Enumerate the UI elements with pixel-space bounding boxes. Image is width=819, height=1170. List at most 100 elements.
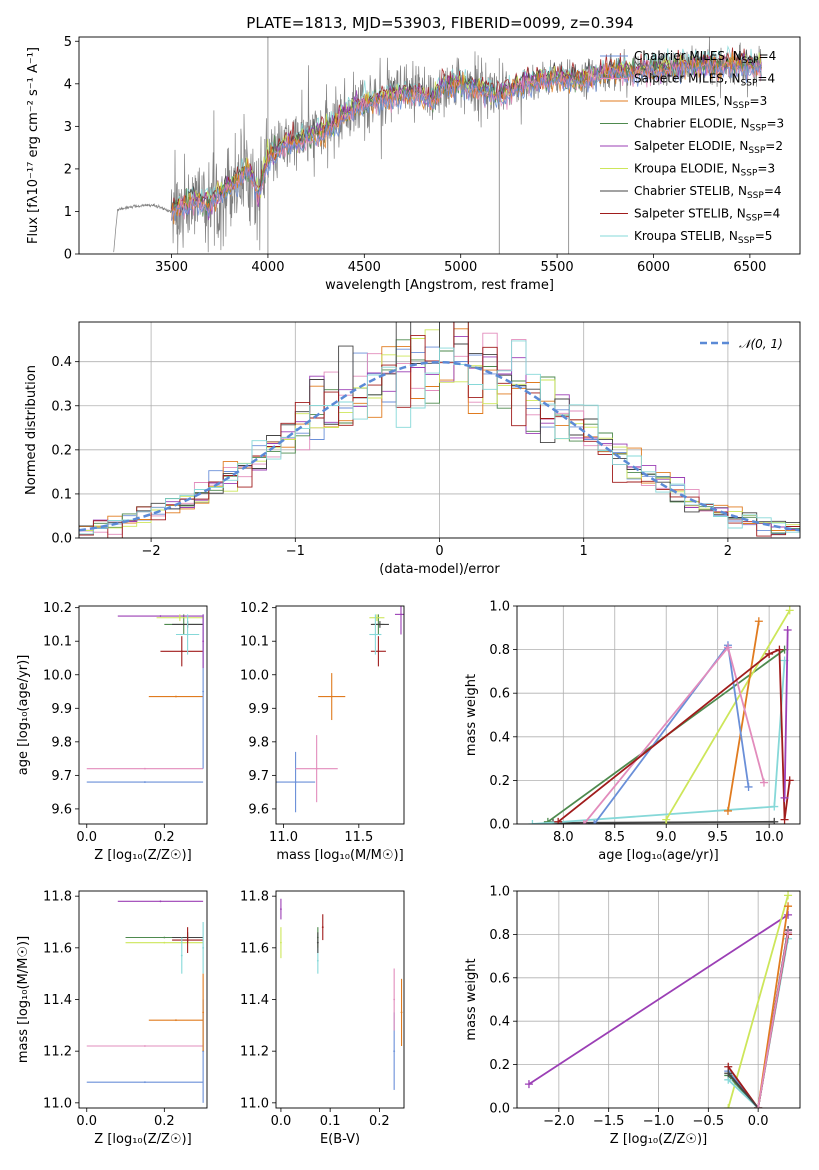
legend-model-name: Kroupa ELODIE, N [634, 162, 741, 176]
weight-marker [784, 891, 793, 900]
legend-nssp: =2 [765, 139, 783, 153]
legend-nssp: =3 [766, 117, 784, 131]
y-axis-label: Normed distribution [24, 365, 39, 495]
y-tick-label: 10.2 [43, 601, 72, 616]
axes-frame [78, 36, 801, 255]
axes-residuals: −2 −1 0 1 2 0.0 0.1 0.2 0.3 0.4 (data-model)/error… [24, 321, 801, 577]
x-tick-label: −1 [286, 544, 305, 559]
data-point [280, 941, 282, 944]
plot-area-mass-age [276, 606, 404, 813]
y-tick-label: 0.8 [489, 928, 510, 943]
data-point [163, 936, 166, 939]
legend-model-name: Salpeter STELIB, N [634, 207, 746, 221]
weight-marker [759, 778, 768, 787]
y-tick-label: 0.2 [51, 443, 72, 458]
weight-marker [579, 820, 588, 824]
x-tick-label: 6000 [637, 260, 670, 275]
weight-marker [784, 902, 793, 911]
x-tick-label: −1.0 [643, 1114, 675, 1129]
y-tick-label: 11.8 [240, 890, 269, 905]
data-point [393, 1050, 396, 1053]
weight-marker [662, 815, 671, 824]
y-tick-label: 11.6 [240, 941, 269, 956]
weight-marker [780, 793, 789, 802]
y-axis-label: mass weight [464, 674, 479, 756]
weight-marker [723, 806, 732, 815]
data-point [280, 908, 282, 910]
axes-spectrum: 3500 4000 4500 5000 5500 6000 6500 0 1 2 3 4 5 wavele… [26, 35, 801, 293]
y-tick-label: 11.8 [43, 890, 72, 905]
data-point [186, 633, 189, 636]
weight-marker [783, 625, 792, 634]
plot-area-z-weight [517, 891, 800, 1108]
data-point [379, 623, 381, 626]
legend-nssp: =3 [757, 162, 775, 176]
y-tick-label: 9.6 [51, 802, 72, 817]
y-tick-label: 9.6 [248, 802, 269, 817]
figure-title: PLATE=1813, MJD=53903, FIBERID=0099, z=0… [246, 14, 633, 32]
legend-subscript: SSP [741, 169, 758, 179]
x-tick-label: 5500 [541, 260, 574, 275]
x-axis-label: (data-model)/error [379, 562, 500, 577]
weight-marker [784, 928, 793, 937]
y-tick-label: 9.8 [51, 735, 72, 750]
x-tick-label: 0.2 [369, 1114, 390, 1129]
plot-area-age-weight [517, 606, 800, 824]
weight-line-0 [552, 820, 775, 824]
legend-model-name: Salpeter ELODIE, N [634, 139, 748, 153]
x-axis-label: Z [log₁₀(Z/Z☉)] [610, 1132, 707, 1147]
y-tick-label: 9.9 [51, 702, 72, 717]
weight-marker [765, 649, 774, 658]
weight-line-7 [557, 648, 791, 823]
legend-subscript: SSP [750, 124, 767, 134]
axes-frame [516, 605, 801, 825]
plot-area-spectrum [113, 37, 762, 254]
x-tick-label: 11.5 [344, 830, 373, 845]
y-axis-label: age [log₁₀(age/yr)] [16, 655, 31, 776]
x-tick-label: −2.0 [543, 1114, 575, 1129]
y-tick-label: 11.0 [43, 1096, 72, 1111]
data-point [294, 781, 297, 783]
x-tick-label: 5000 [444, 260, 477, 275]
data-point [374, 633, 377, 636]
legend-subscript: SSP [741, 79, 758, 89]
data-point [144, 767, 146, 770]
data-point [144, 1081, 146, 1084]
x-tick-label: 9.5 [707, 830, 728, 845]
weight-marker [744, 782, 753, 791]
axes-frame [78, 890, 208, 1109]
axes-age-weight: 8.0 8.5 9.0 9.5 10.0 0.0 0.2 0.4 0.6 0.8 1.0 age [l… [464, 600, 801, 863]
x-tick-label: 0.0 [76, 1114, 97, 1129]
legend-entry-8: Kroupa STELIB, NSSP=5 [634, 229, 772, 246]
legend-entry-3: Chabrier ELODIE, NSSP=3 [634, 117, 784, 134]
data-point [330, 695, 333, 698]
data-point [202, 1011, 205, 1014]
legend-nssp: =4 [763, 207, 781, 221]
data-point [400, 1011, 403, 1014]
y-tick-label: 9.8 [248, 735, 269, 750]
legend-model-name: Chabrier MILES, N [634, 49, 742, 63]
weight-marker [770, 817, 779, 824]
y-tick-label: 1.0 [489, 885, 510, 900]
legend-nssp: =3 [750, 94, 768, 108]
legend-nssp: =5 [755, 229, 773, 243]
x-tick-label: 6500 [733, 260, 766, 275]
data-point [144, 781, 146, 783]
legend-model-name: Salpeter MILES, N [634, 72, 741, 86]
spectrum-model-8 [171, 45, 762, 213]
axes-frame [275, 605, 405, 825]
y-tick-label: 0.6 [489, 687, 510, 702]
y-tick-label: 0.2 [489, 1058, 510, 1073]
weight-marker [785, 776, 794, 785]
x-tick-label: 2 [724, 544, 732, 559]
y-tick-label: 0.4 [489, 730, 510, 745]
x-axis-label: Z [log₁₀(Z/Z☉)] [94, 848, 191, 863]
x-tick-label: 4000 [251, 260, 284, 275]
legend-entry-2: Kroupa MILES, NSSP=3 [634, 94, 767, 111]
x-tick-label: 8.5 [604, 830, 625, 845]
x-tick-label: 4500 [348, 260, 381, 275]
y-tick-label: 11.4 [43, 993, 72, 1008]
y-tick-label: 11.6 [43, 941, 72, 956]
legend-subscript: SSP [738, 236, 755, 246]
data-point [316, 959, 319, 962]
